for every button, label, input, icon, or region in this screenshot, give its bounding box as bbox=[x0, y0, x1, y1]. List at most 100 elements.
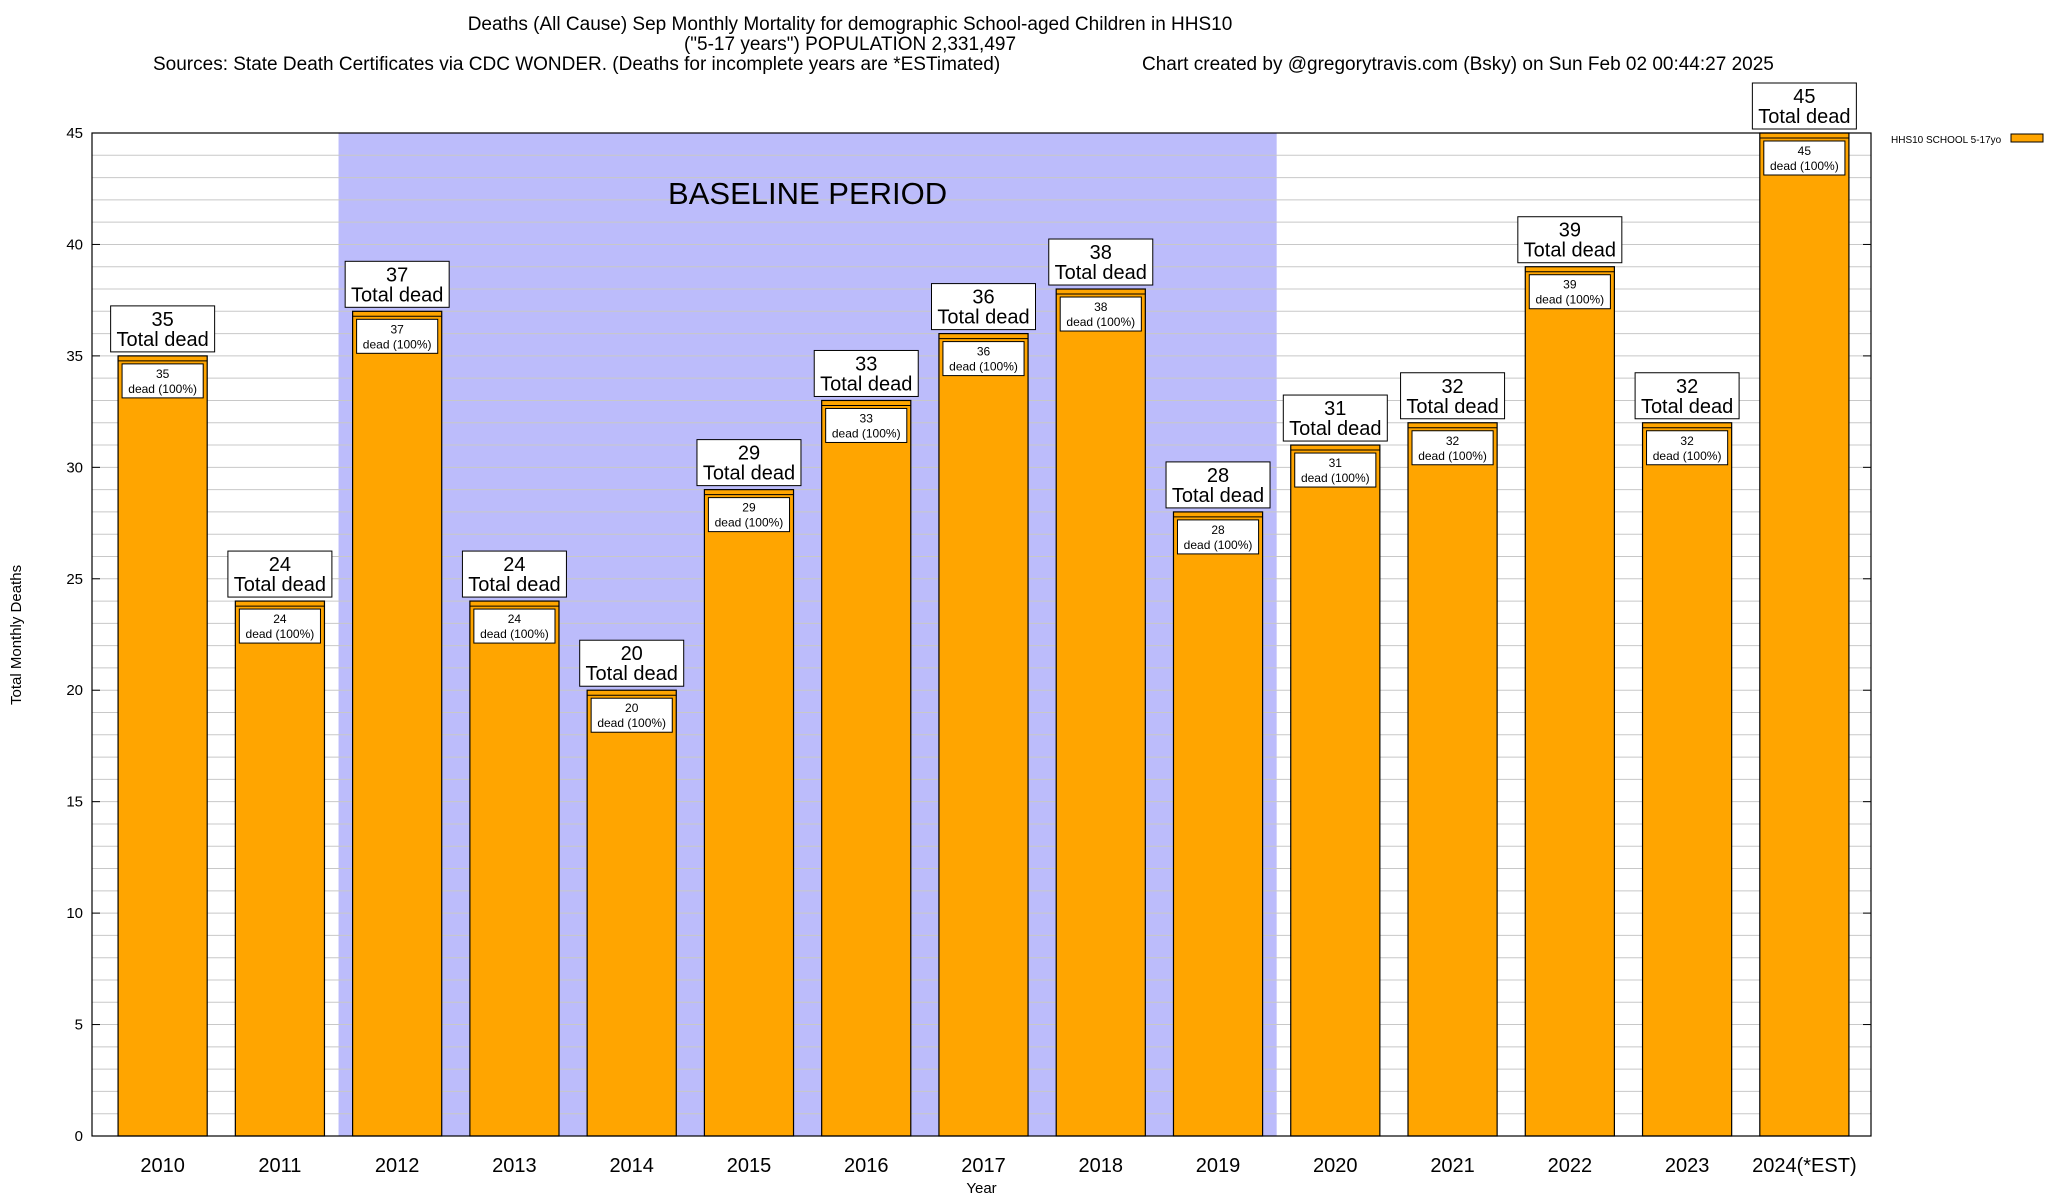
bar bbox=[1759, 132, 1850, 1137]
top-total-label: Total dead bbox=[351, 284, 443, 306]
top-value-label: 32 bbox=[1441, 376, 1463, 398]
inner-percent-label: dead (100%) bbox=[949, 360, 1018, 374]
x-tick-label: 2013 bbox=[492, 1155, 537, 1177]
inner-label-box bbox=[590, 697, 673, 733]
top-value-label: 39 bbox=[1559, 220, 1581, 242]
y-tick-label: 5 bbox=[75, 1017, 83, 1034]
top-value-label: 35 bbox=[152, 309, 174, 331]
chart-credit: Chart created by @gregorytravis.com (Bsk… bbox=[1142, 54, 1774, 75]
top-value-label: 45 bbox=[1793, 86, 1815, 108]
top-label-box bbox=[1751, 82, 1857, 130]
top-label-box bbox=[461, 550, 567, 598]
inner-value-label: 32 bbox=[1446, 434, 1460, 448]
top-label-box bbox=[813, 349, 919, 397]
top-total-label: Total dead bbox=[468, 574, 560, 596]
inner-label-box bbox=[707, 497, 791, 533]
x-tick-label: 2012 bbox=[375, 1155, 420, 1177]
inner-percent-label: dead (100%) bbox=[597, 716, 666, 730]
y-tick-label: 35 bbox=[66, 348, 83, 365]
top-total-label: Total dead bbox=[234, 574, 326, 596]
inner-label-box bbox=[1294, 452, 1377, 488]
top-label-box bbox=[1517, 216, 1623, 264]
top-total-label: Total dead bbox=[116, 329, 208, 351]
baseline-label: BASELINE PERIOD bbox=[668, 176, 947, 211]
bar bbox=[586, 689, 677, 1137]
x-tick-label: 2017 bbox=[961, 1155, 1006, 1177]
inner-value-label: 29 bbox=[742, 501, 756, 515]
inner-label-box bbox=[1646, 430, 1729, 466]
top-label-box bbox=[227, 550, 333, 598]
x-tick-label: 2020 bbox=[1313, 1155, 1358, 1177]
top-total-label: Total dead bbox=[1758, 106, 1850, 128]
bar bbox=[469, 600, 560, 1137]
inner-value-label: 24 bbox=[508, 612, 522, 626]
chart-subtitle: ("5-17 years") POPULATION 2,331,497 bbox=[683, 34, 1017, 55]
bar bbox=[1641, 422, 1733, 1137]
inner-percent-label: dead (100%) bbox=[1418, 449, 1487, 463]
bar bbox=[234, 600, 326, 1137]
inner-percent-label: dead (100%) bbox=[832, 426, 901, 440]
top-total-label: Total dead bbox=[586, 663, 678, 685]
top-label-box bbox=[1165, 461, 1271, 509]
top-total-label: Total dead bbox=[1641, 396, 1733, 418]
x-tick-label: 2011 bbox=[258, 1155, 301, 1177]
inner-percent-label: dead (100%) bbox=[1653, 449, 1722, 463]
y-tick-label: 45 bbox=[66, 125, 83, 142]
inner-label-box bbox=[1176, 519, 1260, 555]
top-value-label: 24 bbox=[503, 554, 525, 576]
x-tick-label: 2010 bbox=[140, 1155, 185, 1177]
x-tick-label: 2024(*EST) bbox=[1752, 1155, 1857, 1177]
inner-label-box bbox=[1763, 140, 1846, 176]
y-tick-label: 15 bbox=[66, 794, 83, 811]
y-tick-label: 30 bbox=[66, 459, 83, 476]
plot-border bbox=[91, 132, 1872, 1137]
x-tick-label: 2015 bbox=[727, 1155, 772, 1177]
top-label-box bbox=[1400, 372, 1506, 420]
bar bbox=[703, 489, 795, 1137]
inner-value-label: 37 bbox=[390, 322, 404, 336]
chart-title: Deaths (All Cause) Sep Monthly Mortality… bbox=[467, 14, 1233, 35]
inner-percent-label: dead (100%) bbox=[1301, 471, 1370, 485]
inner-value-label: 39 bbox=[1563, 278, 1577, 292]
top-total-label: Total dead bbox=[703, 463, 795, 485]
x-tick-label: 2018 bbox=[1079, 1155, 1124, 1177]
bar bbox=[1055, 288, 1146, 1137]
top-label-box bbox=[579, 639, 685, 687]
x-tick-label: 2023 bbox=[1665, 1155, 1710, 1177]
inner-value-label: 20 bbox=[625, 701, 639, 715]
top-total-label: Total dead bbox=[1406, 396, 1498, 418]
bar bbox=[352, 310, 443, 1137]
y-tick-label: 25 bbox=[66, 571, 83, 588]
top-value-label: 37 bbox=[386, 264, 408, 286]
bar bbox=[1290, 444, 1381, 1137]
top-value-label: 29 bbox=[738, 443, 760, 465]
top-label-box bbox=[1048, 238, 1154, 286]
inner-value-label: 36 bbox=[977, 345, 991, 359]
inner-percent-label: dead (100%) bbox=[480, 627, 549, 641]
top-value-label: 38 bbox=[1090, 242, 1112, 264]
top-value-label: 28 bbox=[1207, 465, 1229, 487]
top-label-box bbox=[344, 260, 450, 308]
inner-label-box bbox=[121, 363, 204, 399]
top-label-box bbox=[1634, 372, 1740, 420]
x-tick-label: 2019 bbox=[1196, 1155, 1241, 1177]
inner-label-box bbox=[238, 608, 321, 644]
bar bbox=[938, 333, 1029, 1137]
bar bbox=[821, 399, 912, 1137]
legend-swatch bbox=[2010, 133, 2044, 143]
top-total-label: Total dead bbox=[1289, 418, 1381, 440]
inner-label-box bbox=[1411, 430, 1494, 466]
top-total-label: Total dead bbox=[1524, 240, 1616, 262]
x-tick-label: 2021 bbox=[1430, 1155, 1475, 1177]
inner-value-label: 31 bbox=[1329, 456, 1343, 470]
top-label-box bbox=[110, 305, 216, 353]
inner-label-box bbox=[356, 318, 439, 354]
y-tick-label: 40 bbox=[66, 236, 83, 253]
bar bbox=[1524, 266, 1615, 1137]
y-tick-label: 10 bbox=[66, 905, 83, 922]
inner-label-box bbox=[942, 341, 1025, 377]
top-value-label: 32 bbox=[1676, 376, 1698, 398]
y-tick-label: 20 bbox=[66, 682, 83, 699]
top-value-label: 36 bbox=[972, 287, 994, 309]
